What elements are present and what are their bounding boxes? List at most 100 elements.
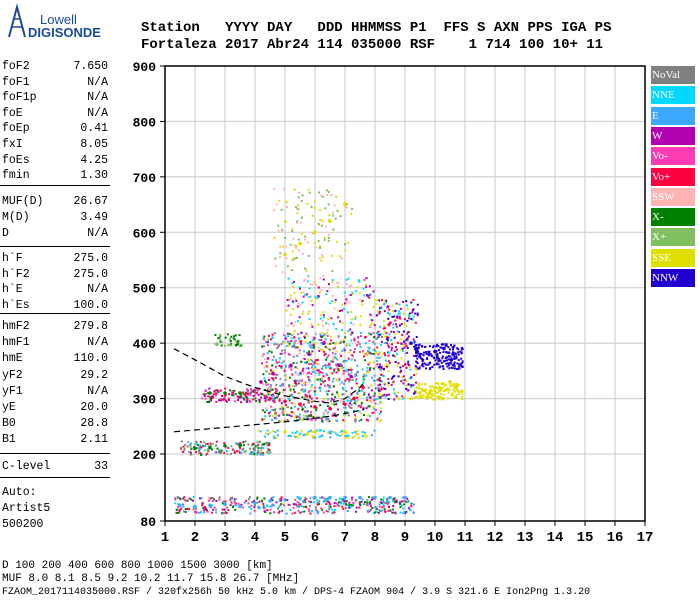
echo-dot	[298, 413, 301, 416]
echo-dot	[300, 343, 303, 346]
echo-dot	[336, 379, 339, 382]
echo-dot	[418, 355, 421, 358]
echo-dot	[368, 296, 371, 299]
echo-dot	[454, 357, 457, 360]
echo-dot	[409, 509, 412, 512]
echo-dot	[210, 443, 213, 446]
echo-dot	[320, 336, 323, 339]
echo-dot	[404, 500, 407, 503]
echo-dot	[348, 380, 351, 383]
echo-dot	[312, 370, 315, 373]
echo-dot	[335, 391, 338, 394]
echo-dot	[355, 378, 358, 381]
echo-dot	[301, 252, 304, 255]
echo-dot	[363, 414, 366, 417]
echo-dot	[329, 339, 332, 342]
echo-dot	[275, 436, 278, 439]
echo-dot	[310, 399, 313, 402]
echo-dot	[344, 336, 347, 339]
echo-dot	[408, 312, 411, 315]
echo-dot	[345, 282, 348, 285]
echo-dot	[397, 312, 400, 315]
echo-dot	[356, 396, 359, 399]
echo-dot	[308, 394, 311, 397]
echo-dot	[188, 450, 191, 453]
echo-dot	[310, 372, 313, 375]
echo-dot	[363, 294, 366, 297]
echo-dot	[288, 504, 291, 507]
echo-dot	[332, 211, 335, 214]
echo-dot	[308, 390, 311, 393]
echo-dot	[302, 367, 305, 370]
echo-dot	[224, 336, 227, 339]
echo-dot	[369, 504, 372, 507]
echo-dot	[310, 344, 313, 347]
echo-dot	[277, 511, 280, 514]
echo-dot	[398, 303, 401, 306]
echo-dot	[335, 371, 338, 374]
echo-dot	[372, 352, 375, 355]
echo-dot	[221, 449, 224, 452]
echo-dot	[307, 391, 310, 394]
echo-dot	[379, 344, 382, 347]
echo-dot	[212, 508, 215, 511]
echo-dot	[314, 342, 317, 345]
echo-dot	[187, 441, 190, 444]
echo-dot	[327, 355, 330, 358]
echo-dot	[264, 415, 267, 418]
echo-dot	[310, 295, 313, 298]
echo-dot	[460, 351, 463, 354]
echo-dot	[315, 508, 318, 511]
echo-dot	[282, 340, 285, 343]
echo-dot	[410, 385, 413, 388]
echo-dot	[333, 504, 336, 507]
echo-dot	[367, 393, 370, 396]
echo-dot	[424, 388, 427, 391]
echo-dot	[369, 367, 372, 370]
echo-dot	[237, 443, 240, 446]
echo-dot	[281, 230, 284, 233]
echo-dot	[460, 346, 463, 349]
echo-dot	[234, 392, 237, 395]
echo-dot	[300, 419, 303, 422]
echo-dot	[361, 303, 364, 306]
echo-dot	[387, 323, 390, 326]
echo-dot	[286, 265, 289, 268]
param-name: foF1p	[2, 91, 37, 105]
profile-curve-upper	[173, 348, 365, 404]
echo-dot	[331, 413, 334, 416]
echo-dot	[319, 335, 322, 338]
echo-dot	[319, 429, 322, 432]
echo-dot	[408, 377, 411, 380]
echo-dot	[410, 384, 413, 387]
echo-dot	[336, 419, 339, 422]
x-tick-label: 4	[251, 530, 259, 546]
echo-dot	[335, 403, 338, 406]
echo-dot	[256, 453, 259, 456]
echo-dot	[383, 300, 386, 303]
echo-dot	[456, 362, 459, 365]
echo-dot	[266, 344, 269, 347]
echo-dot	[275, 367, 278, 370]
echo-dot	[273, 332, 276, 335]
echo-dot	[391, 381, 394, 384]
echo-dot	[322, 324, 325, 327]
echo-dot	[385, 363, 388, 366]
echo-dot	[316, 378, 319, 381]
echo-dot	[368, 350, 371, 353]
echo-dot	[383, 335, 386, 338]
echo-dot	[253, 446, 256, 449]
echo-dot	[298, 249, 301, 252]
echo-dot	[460, 348, 463, 351]
echo-dot	[307, 410, 310, 413]
echo-dot	[283, 187, 286, 190]
echo-dot	[220, 344, 223, 347]
echo-dot	[340, 329, 343, 332]
echo-dot	[388, 308, 391, 311]
echo-dot	[217, 337, 220, 340]
echo-dot	[271, 503, 274, 506]
echo-dot	[404, 342, 407, 345]
legend-item: SSE	[651, 248, 695, 267]
echo-dot	[439, 346, 442, 349]
echo-dot	[278, 391, 281, 394]
